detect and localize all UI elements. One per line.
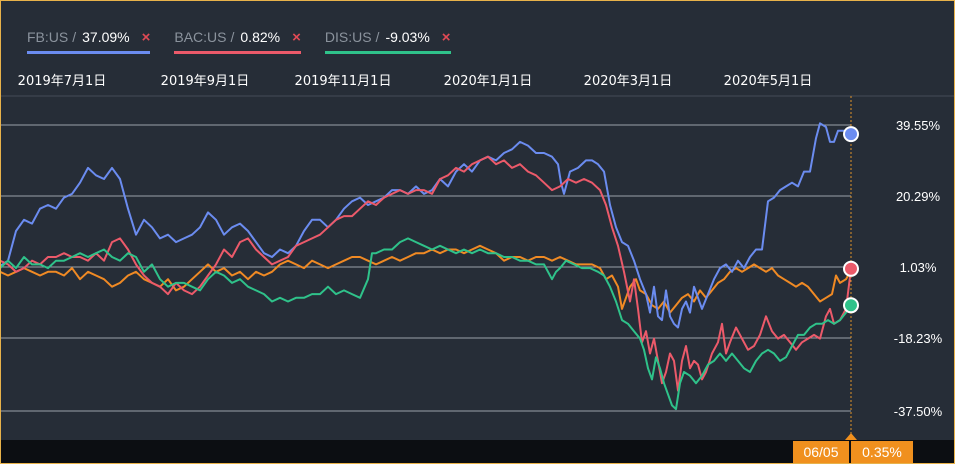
x-tick-label: 2019年7月1日: [18, 74, 107, 89]
legend: FB:US/37.09% × BAC:US/0.82% × DIS:US / -9.03% ×: [27, 26, 451, 54]
y-tick-label: -37.50%: [894, 404, 943, 419]
close-icon[interactable]: ×: [292, 28, 301, 46]
legend-ticker: BAC:US: [174, 29, 227, 45]
legend-item[interactable]: BAC:US/ 0.82% ×: [174, 26, 301, 54]
x-tick-label: 2020年3月1日: [584, 74, 673, 89]
legend-value: 0.82%: [240, 29, 281, 45]
cursor-value-label: 0.35%: [851, 441, 913, 463]
legend-value: -9.03%: [385, 29, 430, 45]
close-icon[interactable]: ×: [141, 28, 151, 46]
close-icon[interactable]: ×: [441, 28, 451, 46]
legend-separator: /: [375, 29, 380, 45]
legend-item[interactable]: DIS:US / -9.03% ×: [324, 26, 451, 54]
series-line-bac: [0, 155, 852, 392]
end-marker: [843, 297, 859, 314]
y-tick-label: 1.03%: [900, 260, 937, 275]
legend-separator: /: [230, 29, 235, 45]
x-tick-label: 2019年9月1日: [161, 74, 250, 89]
y-tick-label: 39.55%: [896, 118, 941, 133]
series-line-fb: [0, 122, 852, 329]
x-tick-label: 2020年5月1日: [724, 74, 813, 89]
y-tick-label: -18.23%: [894, 331, 943, 346]
series-line-benchmark: [0, 244, 852, 314]
legend-item[interactable]: FB:US/ 37.09% ×: [27, 26, 151, 54]
x-tick-label: 2019年11月1日: [295, 74, 392, 89]
legend-ticker: FB:US: [27, 29, 69, 45]
x-tick-label: 2020年1月1日: [444, 74, 533, 89]
legend-ticker: DIS:US: [324, 29, 372, 45]
end-marker: [843, 260, 859, 277]
legend-separator: /: [72, 29, 77, 45]
legend-value: 37.09%: [82, 29, 130, 45]
series-line-dis: [0, 237, 852, 411]
cursor-caret: [845, 433, 857, 440]
y-tick-label: 20.29%: [896, 189, 941, 204]
end-marker: [843, 126, 859, 143]
cursor-date-label: 06/05: [793, 441, 849, 463]
